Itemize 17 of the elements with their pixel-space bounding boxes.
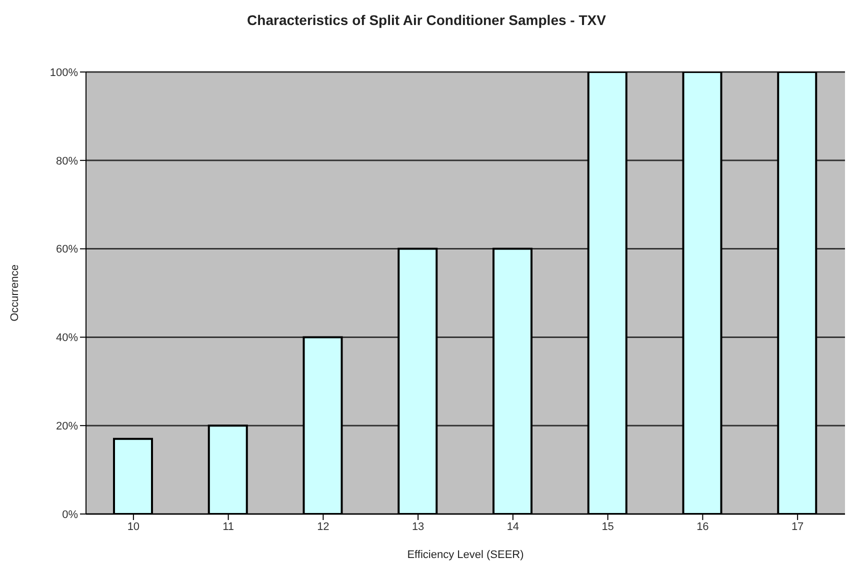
chart-title: Characteristics of Split Air Conditioner Samples - TXV (246, 12, 607, 28)
y-tick-label: 20% (56, 420, 78, 433)
y-tick-label: 0% (62, 508, 78, 521)
x-tick-label: 14 (506, 520, 520, 533)
x-tick-label: 13 (412, 520, 424, 533)
x-tick-label: 11 (222, 520, 234, 533)
x-axis-title: Efficiency Level (SEER) (407, 549, 524, 561)
y-tick-label: 100% (50, 66, 78, 79)
x-tick-label: 16 (696, 520, 709, 533)
x-tick-label: 17 (791, 520, 804, 533)
y-tick-label: 40% (56, 332, 78, 344)
y-tick-label: 60% (56, 244, 78, 256)
x-tick-label: 12 (317, 520, 330, 533)
x-tick-label: 10 (127, 520, 140, 533)
y-axis-title: Occurrence (8, 264, 21, 322)
x-tick-label: 15 (602, 520, 614, 533)
y-tick-label: 80% (56, 155, 78, 168)
